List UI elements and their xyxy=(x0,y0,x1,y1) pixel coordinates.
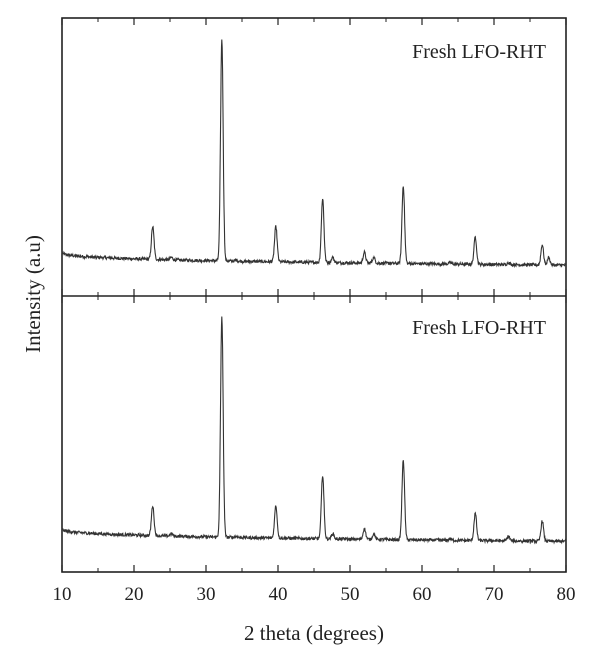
panel-bottom: Fresh LFO-RHT xyxy=(61,316,567,545)
x-tick-label: 60 xyxy=(413,584,432,605)
x-tick-label: 70 xyxy=(485,584,504,605)
panel-top-label: Fresh LFO-RHT xyxy=(412,41,546,63)
x-tick-label: 10 xyxy=(53,584,72,605)
x-tick-label: 50 xyxy=(341,584,360,605)
xrd-pattern-line xyxy=(61,316,567,545)
xrd-pattern-line xyxy=(61,39,566,269)
x-tick-label: 80 xyxy=(557,584,576,605)
x-axis-label: 2 theta (degrees) xyxy=(244,621,384,645)
panel-bottom-label: Fresh LFO-RHT xyxy=(412,317,546,339)
y-axis-label: Intensity (a.u) xyxy=(21,235,45,353)
panel-top: Fresh LFO-RHT xyxy=(61,39,566,269)
x-tick-label: 30 xyxy=(197,584,216,605)
x-axis-ticks: 10 20 30 40 50 60 70 80 xyxy=(53,18,576,605)
x-tick-label: 40 xyxy=(269,584,288,605)
x-tick-label: 20 xyxy=(125,584,144,605)
